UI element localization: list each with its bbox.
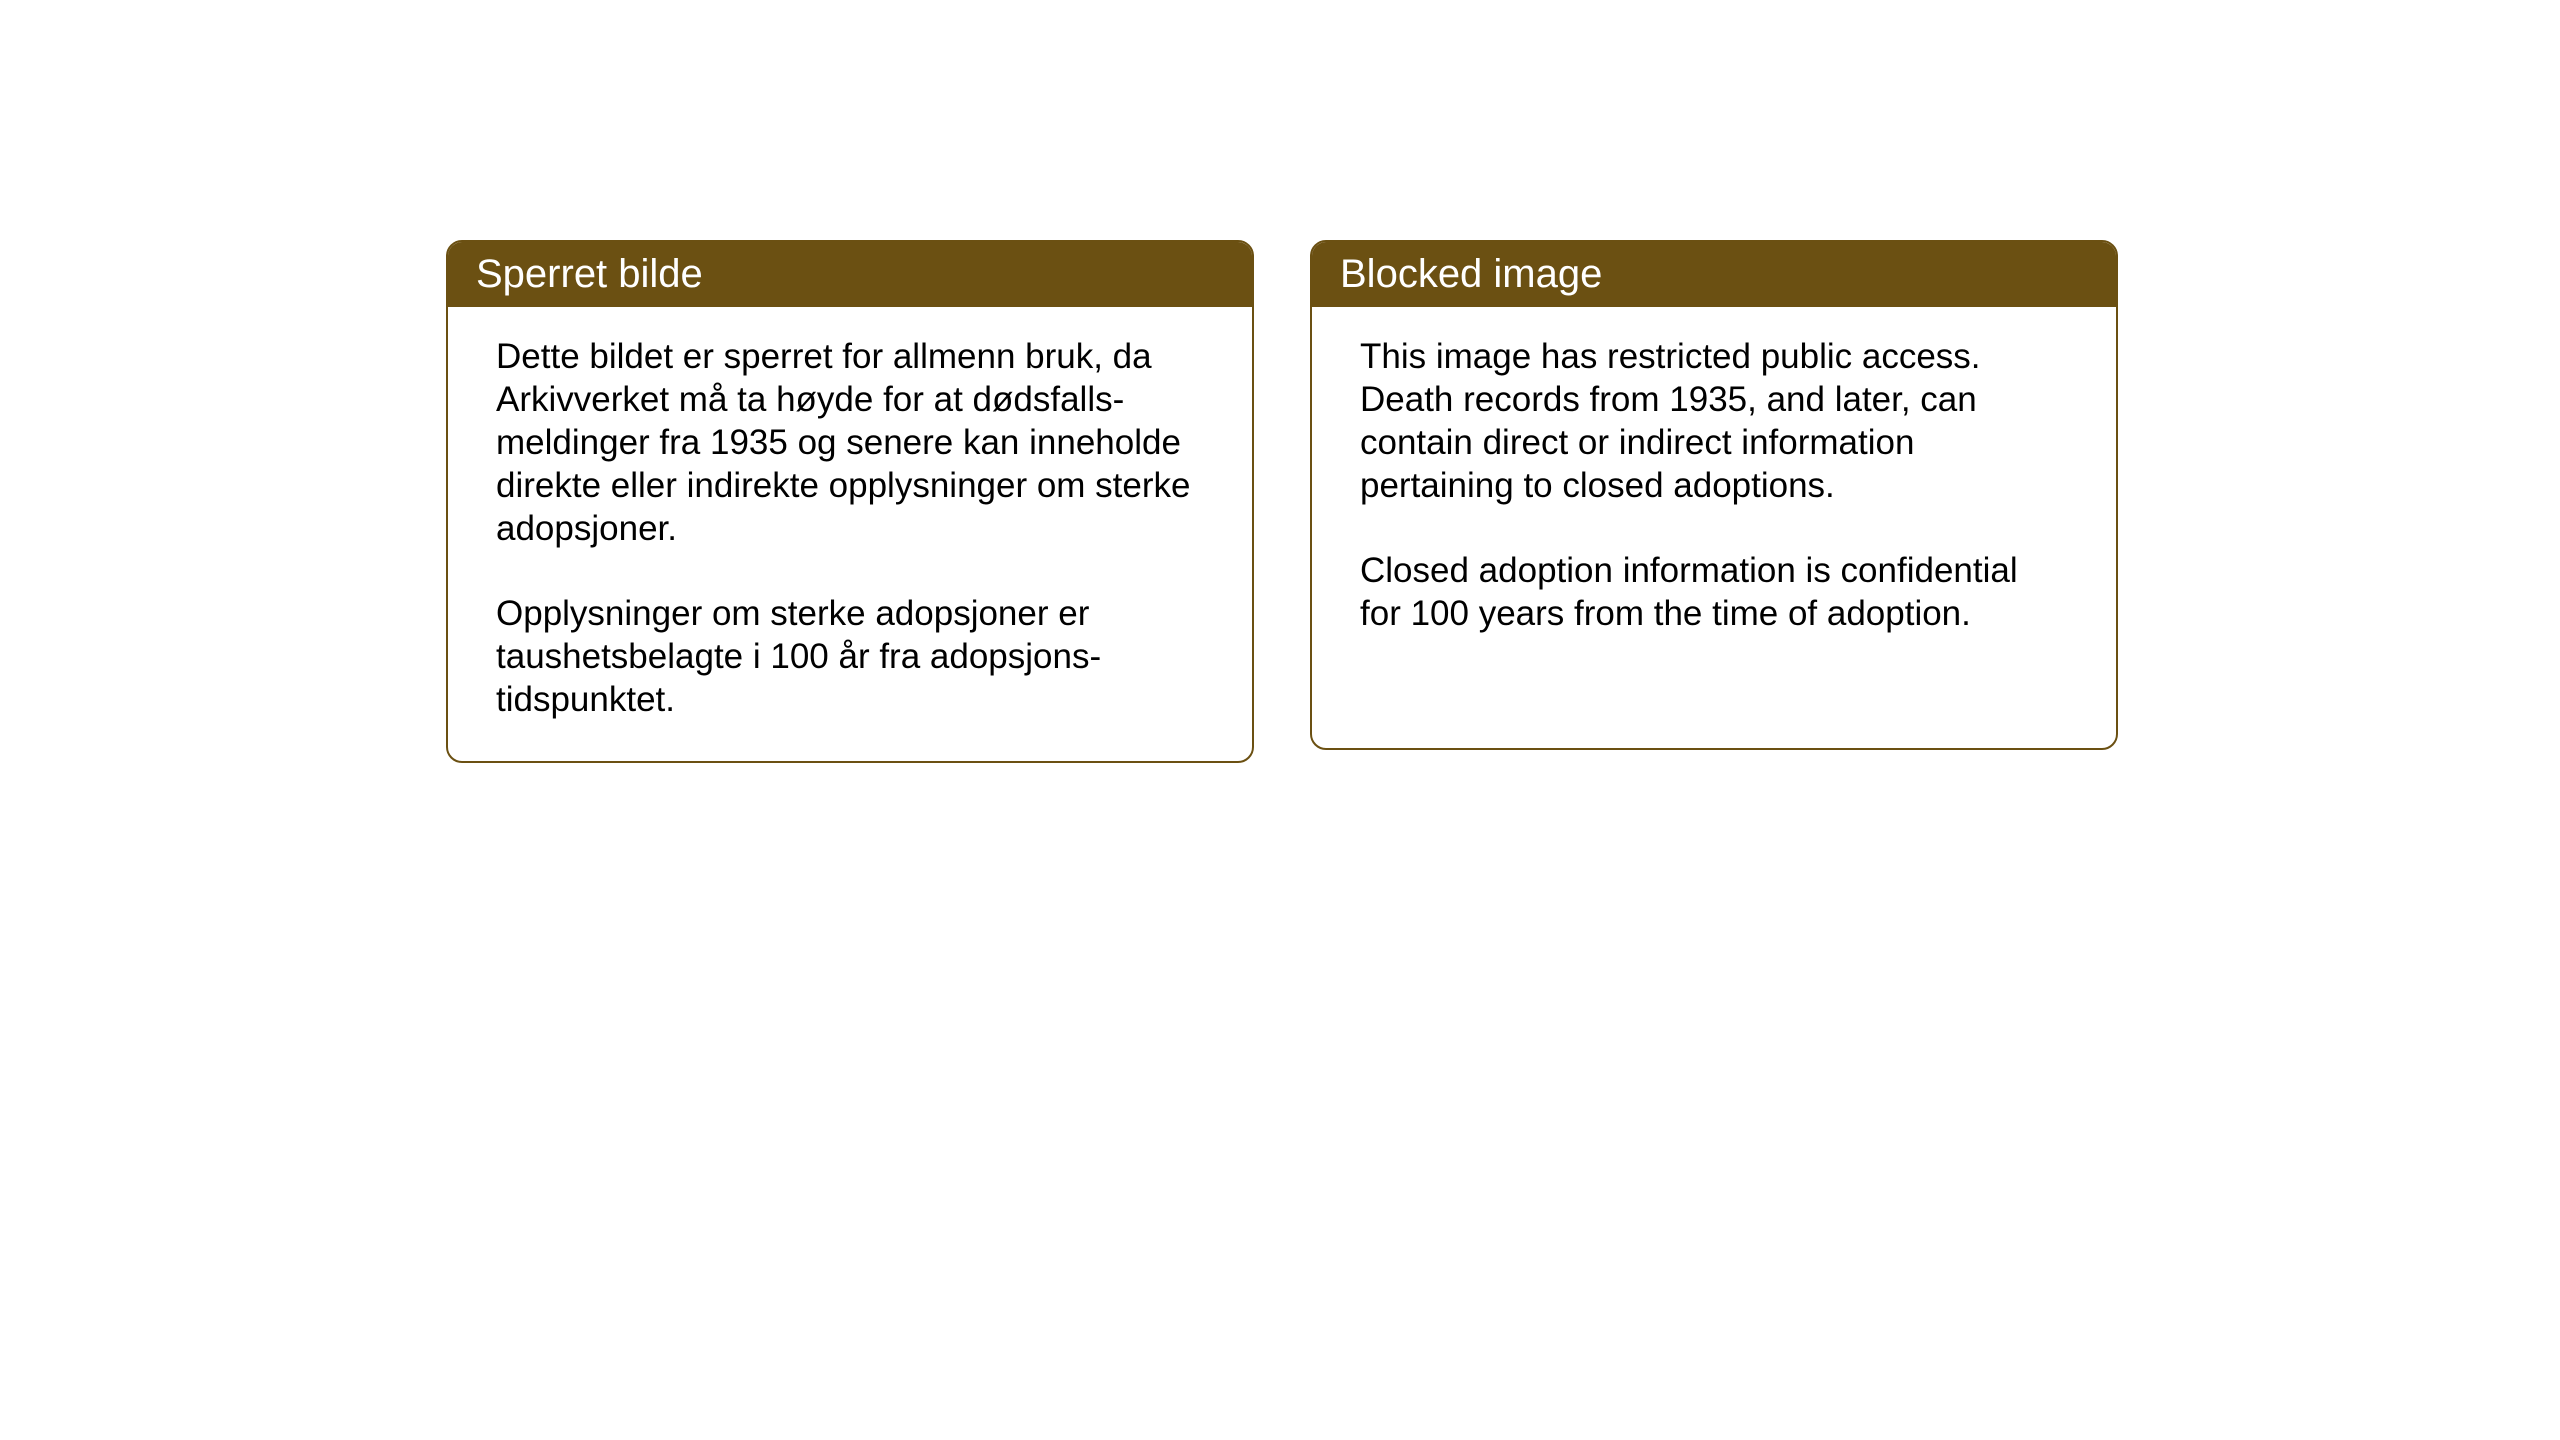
- english-notice-card: Blocked image This image has restricted …: [1310, 240, 2118, 750]
- norwegian-notice-card: Sperret bilde Dette bildet er sperret fo…: [446, 240, 1254, 763]
- norwegian-paragraph-2: Opplysninger om sterke adopsjoner er tau…: [496, 592, 1204, 721]
- english-paragraph-1: This image has restricted public access.…: [1360, 335, 2068, 507]
- english-card-title: Blocked image: [1312, 242, 2116, 307]
- norwegian-card-body: Dette bildet er sperret for allmenn bruk…: [448, 307, 1252, 761]
- english-paragraph-2: Closed adoption information is confident…: [1360, 549, 2068, 635]
- notice-container: Sperret bilde Dette bildet er sperret fo…: [446, 240, 2118, 763]
- norwegian-card-title: Sperret bilde: [448, 242, 1252, 307]
- english-card-body: This image has restricted public access.…: [1312, 307, 2116, 675]
- norwegian-paragraph-1: Dette bildet er sperret for allmenn bruk…: [496, 335, 1204, 550]
